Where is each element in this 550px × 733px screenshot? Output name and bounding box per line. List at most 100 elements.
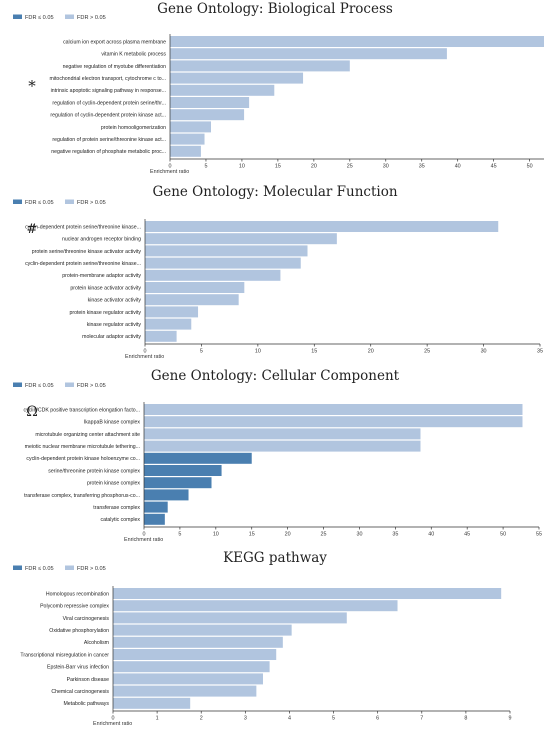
bar [144,452,252,464]
chart-panel-3: KEGG pathway FDR ≤ 0.05 FDR > 0.05 Homologo… [13,550,512,727]
category-label: Transcriptional misregulation in cancer [20,652,109,658]
category-label: cyclin-dependent protein serine/threonin… [25,224,141,230]
category-label: catalytic complex [101,517,141,523]
legend-label-nonsig: FDR > 0.05 [77,200,106,206]
x-tick-label: 15 [249,532,255,538]
bar [113,673,263,685]
x-tick-label: 30 [356,532,362,538]
x-tick-label: 5 [204,164,207,170]
category-label: meiotic nuclear membrane microtubule tet… [25,444,140,450]
x-tick-label: 10 [213,532,219,538]
x-tick-label: 20 [368,349,374,355]
category-label: negative regulation of phosphate metabol… [51,149,166,155]
x-tick-label: 45 [491,164,497,170]
category-label: regulation of cyclin-dependent protein k… [50,113,166,119]
x-tick-label: 20 [285,532,291,538]
bar [170,36,544,47]
bar [113,600,398,612]
x-axis-label: Enrichment ratio [150,169,189,175]
x-tick-label: 15 [311,349,317,355]
x-tick-label: 9 [509,716,512,722]
chart-title: Gene Ontology: Cellular Component [151,368,400,384]
category-label: protein-membrane adaptor activity [62,273,141,279]
bar [145,330,177,342]
x-axis-label: Enrichment ratio [93,721,132,727]
category-label: Metabolic pathways [63,701,109,707]
chart-title: Gene Ontology: Biological Process [157,1,393,17]
x-tick-label: 1 [156,716,159,722]
category-label: Epstein-Barr virus infection [47,665,109,671]
legend: FDR ≤ 0.05 FDR > 0.05 [13,14,106,21]
category-label: Chemical carcinogenesis [51,689,109,695]
category-label: protein serine/threonine kinase activato… [32,249,142,255]
legend-label-sig: FDR ≤ 0.05 [25,566,54,572]
chart-title: Gene Ontology: Molecular Function [152,184,397,200]
category-label: kinase activator activity [88,298,142,304]
category-label: kinase regulator activity [87,322,142,328]
category-label: serine/threonine protein kinase complex [48,468,140,474]
bar [145,306,199,318]
category-label: microtubule organizing center attachment… [35,432,140,438]
x-tick-label: 35 [537,349,543,355]
x-tick-label: 25 [424,349,430,355]
x-tick-label: 50 [500,532,506,538]
category-label: cyclin/CDK positive transcription elonga… [24,407,141,413]
x-tick-label: 0 [169,164,172,170]
category-label: regulation of cyclin-dependent protein s… [52,100,166,106]
legend-swatch-sig [13,565,22,570]
bar [113,649,277,660]
x-tick-label: 5 [200,349,203,355]
x-axis-label: Enrichment ratio [125,354,164,360]
x-tick-label: 0 [144,349,147,355]
x-tick-label: 5 [178,532,181,538]
legend-label-sig: FDR ≤ 0.05 [25,200,54,206]
category-label: cyclin-dependent protein serine/threonin… [25,261,141,267]
x-tick-label: 35 [392,532,398,538]
category-label: protein homooligomerization [101,125,166,131]
bar [145,282,245,293]
bar [170,145,201,157]
category-label: transferase complex [93,505,140,511]
bar [113,685,257,697]
legend-swatch-sig [13,382,22,387]
x-tick-label: 15 [275,164,281,170]
bar [113,588,502,599]
legend: FDR ≤ 0.05 FDR > 0.05 [13,382,106,389]
x-tick-label: 25 [321,532,327,538]
category-label: molecular adaptor activity [82,334,141,340]
x-tick-label: 50 [527,164,533,170]
panel-marker: Ω [26,404,38,420]
bar [170,133,205,145]
x-tick-label: 55 [536,532,542,538]
bar [113,624,292,636]
category-label: protein kinase complex [87,481,140,487]
bar [144,465,222,476]
category-label: nuclear androgen receptor binding [62,237,141,243]
legend-swatch-nonsig [65,199,74,204]
x-tick-label: 30 [383,164,389,170]
chart-panel-2: Gene Ontology: Cellular Component FDR ≤ 0… [13,368,542,543]
bar [170,84,275,96]
x-tick-label: 40 [455,164,461,170]
legend-label-nonsig: FDR > 0.05 [77,383,106,389]
x-axis-label: Enrichment ratio [124,537,163,543]
category-label: Oxidative phosphorylation [49,628,109,634]
chart-title: KEGG pathway [223,550,327,566]
x-tick-label: 35 [419,164,425,170]
bar [145,318,192,330]
bar [144,513,165,525]
bar [145,221,499,232]
legend-swatch-sig [13,199,22,204]
legend-swatch-nonsig [65,382,74,387]
x-tick-label: 30 [481,349,487,355]
category-label: transferase complex, transferring phosph… [24,493,140,499]
bar [113,697,191,709]
bar [113,612,347,624]
bar [145,294,239,306]
chart-panel-0: Gene Ontology: Biological Process FDR ≤ 0… [13,1,544,175]
x-tick-label: 45 [464,532,470,538]
legend-label-nonsig: FDR > 0.05 [77,566,106,572]
legend-label-nonsig: FDR > 0.05 [77,15,106,21]
bar [170,97,250,108]
